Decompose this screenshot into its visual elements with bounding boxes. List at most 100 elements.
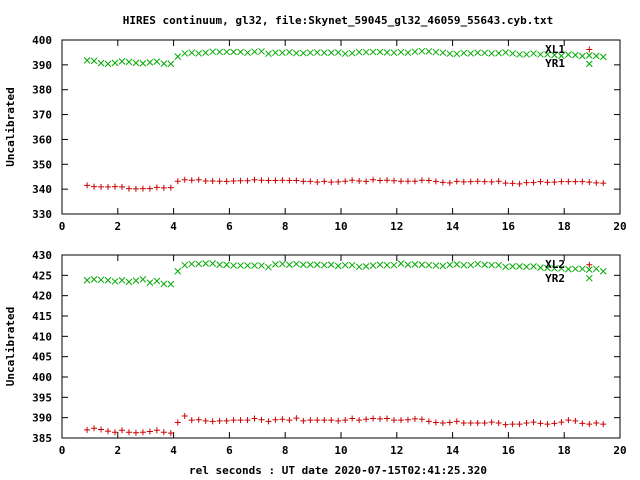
- data-point-yr1: [279, 49, 286, 57]
- x-tick-label: 2: [114, 444, 121, 457]
- data-point-xl1: [105, 183, 112, 190]
- data-point-yr1: [334, 49, 342, 56]
- data-point-xl1: [181, 176, 188, 183]
- data-point-yr2: [585, 266, 593, 273]
- data-point-xl2: [181, 413, 188, 420]
- data-point-yr1: [481, 49, 489, 57]
- data-point-xl2: [118, 427, 125, 434]
- x-tick-label: 4: [170, 444, 177, 457]
- data-point-xl2: [474, 419, 481, 426]
- x-tick-label: 14: [446, 444, 460, 457]
- y-tick-label: 405: [32, 351, 52, 364]
- data-point-yr1: [251, 48, 258, 56]
- data-point-xl1: [572, 178, 579, 185]
- y-tick-label: 340: [32, 183, 52, 196]
- y-tick-label: 390: [32, 412, 52, 425]
- y-tick-label: 430: [32, 249, 52, 262]
- data-point-xl1: [167, 184, 174, 191]
- data-point-yr2: [411, 260, 419, 268]
- data-point-yr2: [592, 265, 600, 273]
- data-point-yr2: [572, 265, 579, 273]
- data-point-yr1: [383, 49, 391, 56]
- data-point-yr2: [237, 262, 244, 269]
- data-point-xl2: [356, 417, 363, 424]
- data-point-yr2: [565, 265, 572, 273]
- data-point-xl1: [384, 177, 391, 184]
- y-tick-label: 385: [32, 432, 52, 445]
- data-point-xl2: [467, 419, 474, 426]
- data-point-yr2: [216, 261, 223, 269]
- x-tick-label: 8: [282, 444, 289, 457]
- y-tick-label: 400: [32, 371, 52, 384]
- data-point-yr2: [341, 261, 349, 269]
- data-point-xl1: [84, 182, 91, 189]
- data-point-yr1: [139, 60, 147, 67]
- data-point-yr2: [279, 260, 286, 268]
- data-point-yr1: [244, 49, 251, 57]
- data-point-yr2: [230, 262, 237, 269]
- y-tick-label: 330: [32, 208, 52, 221]
- data-point-xl2: [223, 417, 230, 424]
- data-point-xl1: [118, 183, 125, 190]
- data-point-outlier-green: [585, 60, 593, 68]
- y-tick-label: 390: [32, 59, 52, 72]
- data-point-yr2: [223, 261, 230, 269]
- y-tick-label: 370: [32, 109, 52, 122]
- data-point-yr2: [376, 261, 384, 269]
- data-point-xl2: [481, 419, 488, 426]
- x-axis-label: rel seconds : UT date 2020-07-15T02:41:2…: [189, 464, 487, 477]
- data-point-yr1: [397, 48, 405, 56]
- data-point-yr1: [97, 59, 105, 67]
- data-point-yr2: [481, 261, 489, 269]
- data-point-xl1: [481, 178, 488, 185]
- data-point-xl1: [488, 178, 495, 185]
- data-point-xl2: [593, 419, 600, 426]
- data-point-xl1: [474, 178, 481, 185]
- data-point-yr2: [139, 276, 147, 283]
- data-point-xl1: [237, 177, 244, 184]
- data-point-xl2: [335, 417, 342, 424]
- data-point-yr2: [509, 263, 516, 270]
- data-point-yr1: [341, 50, 349, 58]
- data-point-xl1: [495, 178, 502, 185]
- data-point-xl2: [349, 415, 356, 422]
- data-point-yr2: [397, 260, 405, 267]
- data-point-yr1: [578, 52, 586, 60]
- data-point-xl2: [112, 429, 119, 436]
- x-tick-label: 12: [390, 444, 403, 457]
- data-point-xl1: [600, 180, 607, 187]
- data-point-xl2: [132, 429, 139, 436]
- data-point-yr2: [439, 262, 447, 270]
- data-point-yr1: [327, 49, 335, 57]
- data-point-xl2: [600, 421, 607, 428]
- data-point-yr1: [181, 50, 189, 57]
- data-point-xl2: [153, 427, 160, 434]
- data-point-yr2: [188, 260, 196, 268]
- data-point-xl2: [397, 417, 404, 424]
- data-point-yr2: [453, 260, 461, 268]
- data-point-xl2: [91, 425, 98, 432]
- data-point-yr1: [523, 51, 530, 58]
- data-point-xl1: [593, 179, 600, 186]
- data-point-yr2: [90, 276, 98, 283]
- data-point-xl2: [244, 417, 251, 424]
- data-point-yr1: [488, 50, 496, 57]
- data-point-yr2: [244, 262, 251, 269]
- data-point-xl2: [300, 417, 307, 424]
- data-point-yr2: [467, 261, 475, 269]
- data-point-yr1: [132, 59, 140, 67]
- data-point-xl2: [439, 419, 446, 426]
- data-point-yr2: [293, 260, 300, 268]
- data-point-xl1: [363, 178, 370, 185]
- y-tick-label: 395: [32, 391, 52, 404]
- data-point-xl1: [544, 179, 551, 186]
- data-point-xl2: [279, 416, 286, 423]
- data-point-yr1: [439, 49, 447, 57]
- data-point-yr1: [592, 52, 600, 60]
- data-point-yr1: [104, 60, 112, 68]
- y-tick-label: 410: [32, 330, 52, 343]
- data-point-xl2: [425, 418, 432, 425]
- data-point-yr2: [160, 280, 168, 288]
- data-point-yr2: [390, 261, 398, 269]
- x-tick-label: 16: [502, 444, 516, 457]
